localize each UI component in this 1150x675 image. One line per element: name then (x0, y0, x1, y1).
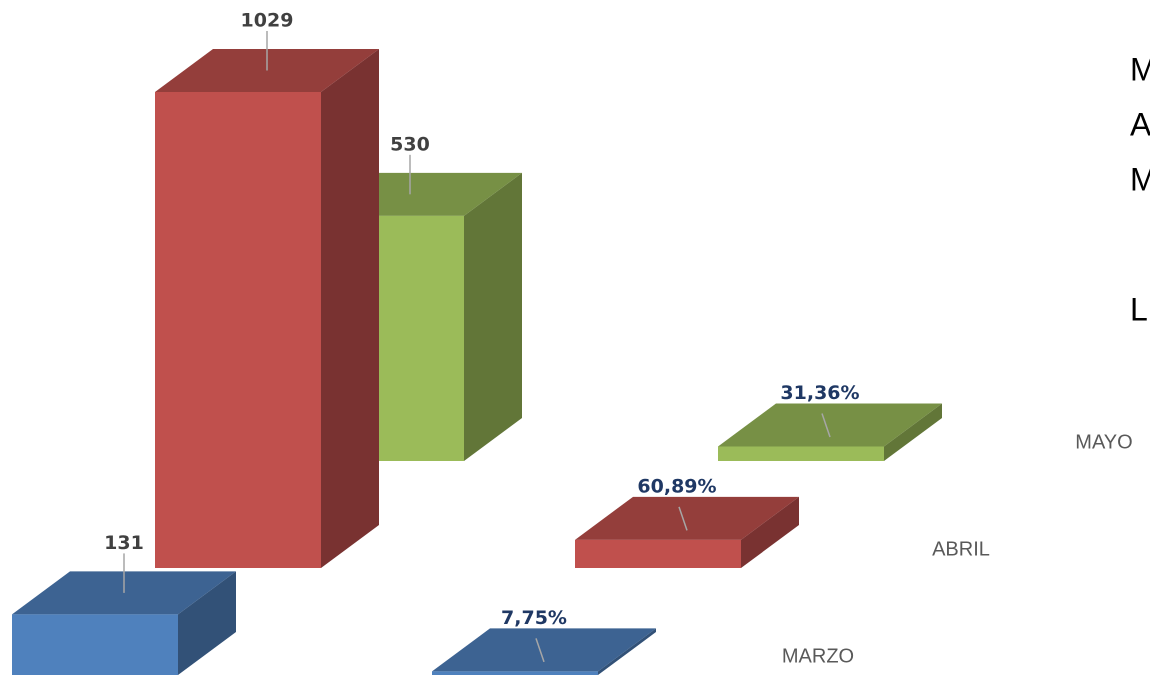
value-label: 7,75% (501, 607, 567, 629)
category-label: MAYO (1075, 431, 1132, 453)
side-text: M (1130, 51, 1150, 87)
category-label: MARZO (782, 645, 854, 667)
leader-line (821, 413, 831, 438)
value-label: 131 (104, 532, 144, 554)
category-label: ABRIL (932, 538, 990, 560)
leader-line (535, 638, 545, 663)
bar (12, 571, 236, 675)
bar-side (178, 571, 236, 675)
bar-top (575, 496, 799, 540)
value-label: 530 (390, 133, 430, 155)
bar-side (321, 48, 379, 568)
bar-side (741, 496, 799, 568)
bar-front (155, 91, 321, 569)
side-text: M (1130, 161, 1150, 197)
bar-front (12, 614, 178, 675)
value-label: 1029 (241, 9, 294, 31)
bar-top (432, 628, 656, 672)
bar (155, 48, 379, 569)
side-text: A (1130, 106, 1150, 142)
bar-side (464, 172, 522, 461)
bar-side (884, 403, 942, 461)
bar (718, 403, 942, 461)
bar-front (718, 446, 884, 461)
bar-side (598, 628, 656, 675)
leader-line (678, 506, 688, 531)
bar-front (575, 539, 741, 568)
value-label: 31,36% (780, 382, 859, 404)
value-label: 60,89% (637, 475, 716, 497)
bar (432, 628, 656, 675)
bar-front (432, 671, 598, 675)
bar-top (718, 403, 942, 447)
side-text: L (1130, 291, 1148, 327)
bar (575, 496, 799, 568)
